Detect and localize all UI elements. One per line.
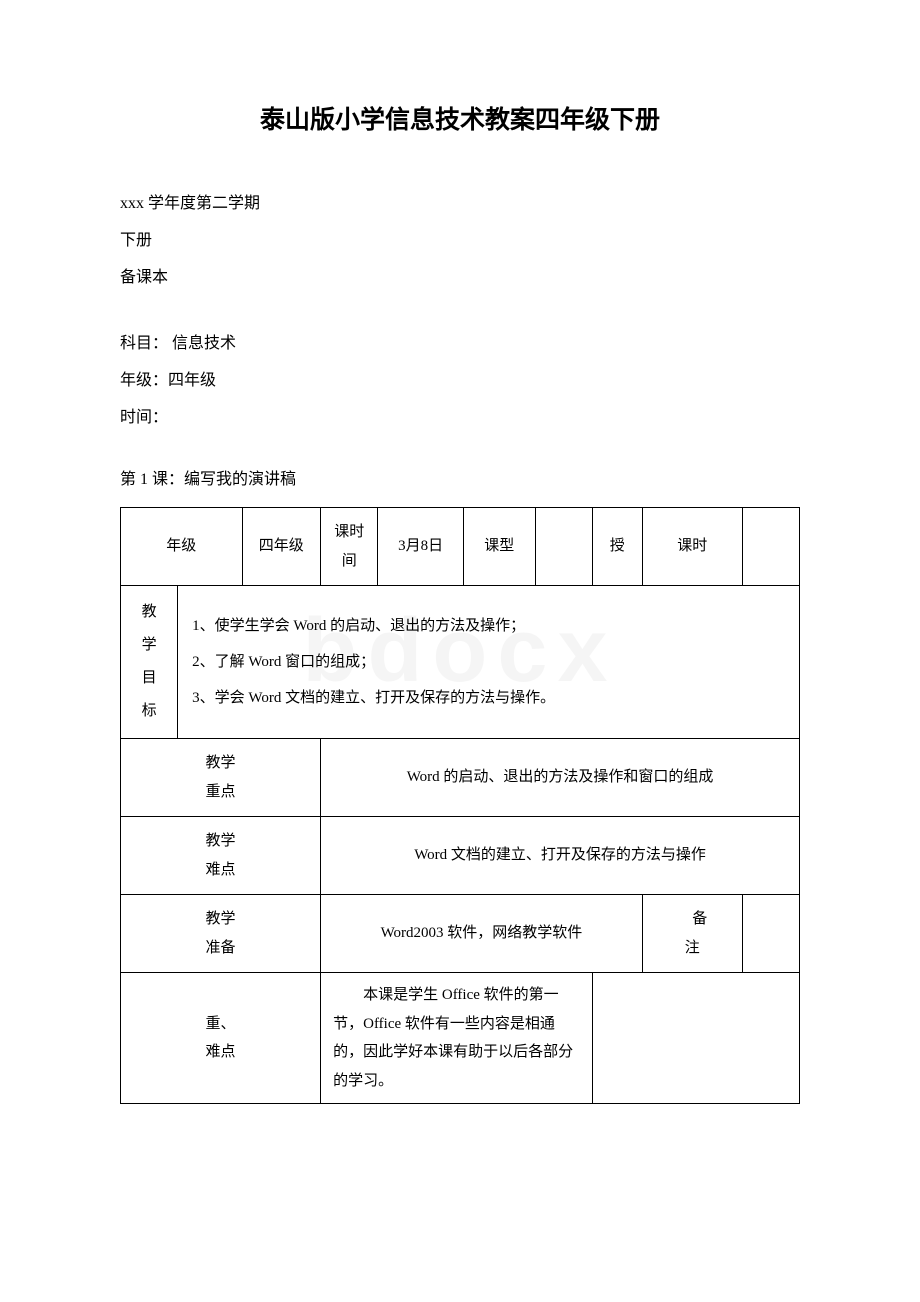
type-cell-label: 课型	[464, 508, 535, 586]
goal-3: 3、学会 Word 文档的建立、打开及保存的方法与操作。	[192, 680, 785, 716]
goals-label: 教学目标	[121, 586, 178, 739]
subject-line: 科目： 信息技术	[120, 326, 800, 361]
document-title: 泰山版小学信息技术教案四年级下册	[120, 100, 800, 136]
time-line: 时间：	[120, 400, 800, 435]
info-block: 科目： 信息技术 年级：四年级 时间：	[120, 326, 800, 436]
grade-value: 四年级	[168, 372, 216, 389]
type-cell-value	[535, 508, 592, 586]
hour-cell-value	[742, 508, 799, 586]
prep-value: Word2003 软件，网络教学软件	[321, 895, 643, 973]
goal-1: 1、使学生学会 Word 的启动、退出的方法及操作；	[192, 608, 785, 644]
table-row: 重、难点 本课是学生 Office 软件的第一节，Office 软件有一些内容是…	[121, 973, 800, 1104]
grade-label: 年级：	[120, 372, 168, 389]
analysis-label: 重、难点	[121, 973, 321, 1104]
difficulty-label: 教学难点	[121, 817, 321, 895]
difficulty-value: Word 文档的建立、打开及保存的方法与操作	[321, 817, 800, 895]
subject-label: 科目：	[120, 335, 168, 352]
table-row: 教学目标 1、使学生学会 Word 的启动、退出的方法及操作； 2、了解 Wor…	[121, 586, 800, 739]
lesson-table: 年级 四年级 课时间 3月8日 课型 授 课时 教学目标 1、使学生学会 Wor…	[120, 507, 800, 1104]
table-row: 教学重点 Word 的启动、退出的方法及操作和窗口的组成	[121, 739, 800, 817]
semester-line: xxx 学年度第二学期	[120, 186, 800, 221]
prep-note-label: 备注	[642, 895, 742, 973]
goal-2: 2、了解 Word 窗口的组成；	[192, 644, 785, 680]
grade-cell-label: 年级	[121, 508, 243, 586]
book-line: 备课本	[120, 260, 800, 295]
prep-note-value	[742, 895, 799, 973]
table-row: 教学准备 Word2003 软件，网络教学软件 备注	[121, 895, 800, 973]
grade-line: 年级：四年级	[120, 363, 800, 398]
goals-content: 1、使学生学会 Word 的启动、退出的方法及操作； 2、了解 Word 窗口的…	[178, 586, 800, 739]
grade-cell-value: 四年级	[242, 508, 321, 586]
meta-block: xxx 学年度第二学期 下册 备课本	[120, 186, 800, 296]
prep-label: 教学准备	[121, 895, 321, 973]
analysis-extra	[592, 973, 799, 1104]
time-cell-label: 课时间	[321, 508, 378, 586]
teach-cell-label: 授	[592, 508, 642, 586]
analysis-value: 本课是学生 Office 软件的第一节，Office 软件有一些内容是相通的，因…	[321, 973, 593, 1104]
keypoint-label: 教学重点	[121, 739, 321, 817]
volume-line: 下册	[120, 223, 800, 258]
table-row: 年级 四年级 课时间 3月8日 课型 授 课时	[121, 508, 800, 586]
keypoint-value: Word 的启动、退出的方法及操作和窗口的组成	[321, 739, 800, 817]
time-cell-value: 3月8日	[378, 508, 464, 586]
hour-cell-label: 课时	[642, 508, 742, 586]
table-row: 教学难点 Word 文档的建立、打开及保存的方法与操作	[121, 817, 800, 895]
lesson-heading: 第 1 课：编写我的演讲稿	[120, 465, 800, 489]
subject-value: 信息技术	[168, 335, 236, 352]
